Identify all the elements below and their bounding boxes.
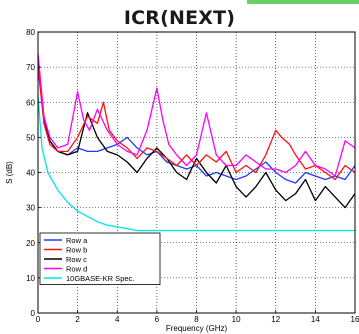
x-tick-label: 16 xyxy=(351,315,359,324)
x-tick-label: 8 xyxy=(194,315,199,324)
legend-entry: 10GBASE-KR Spec. xyxy=(66,274,134,283)
y-tick-label: 50 xyxy=(26,133,35,142)
y-tick-label: 80 xyxy=(26,28,35,37)
legend-entry: Row a xyxy=(66,236,88,245)
y-tick-label: 30 xyxy=(26,204,35,213)
x-tick-label: 10 xyxy=(232,315,241,324)
title-accent-bar xyxy=(247,0,359,4)
series-line-row-a xyxy=(37,56,356,184)
y-tick-label: 70 xyxy=(26,63,35,72)
x-tick-label: 2 xyxy=(75,315,80,324)
page-title: ICR(NEXT) xyxy=(123,7,236,29)
legend-entry: Row d xyxy=(66,264,87,273)
x-tick-label: 6 xyxy=(155,315,160,324)
legend-entry: Row c xyxy=(66,255,87,264)
x-tick-label: 4 xyxy=(115,315,120,324)
y-tick-label: 20 xyxy=(26,239,35,248)
y-tick-label: 60 xyxy=(26,98,35,107)
x-tick-label: 14 xyxy=(311,315,320,324)
y-axis-label: S (dB) xyxy=(5,161,14,184)
series-line-row-c xyxy=(37,60,356,209)
y-tick-label: 10 xyxy=(26,274,35,283)
y-tick-label: 0 xyxy=(31,309,36,318)
chart-series-lines xyxy=(37,53,356,232)
x-tick-label: 12 xyxy=(271,315,280,324)
y-tick-label: 40 xyxy=(26,169,35,178)
series-line-10gbase-kr-spec xyxy=(37,95,355,232)
legend-entry: Row b xyxy=(66,245,87,254)
series-line-row-d xyxy=(37,53,356,177)
chart-ticks: 0 2 4 6 8 10 12 14 16 0 10 20 30 40 50 60 70 80 xyxy=(26,28,359,324)
x-axis-label: Frequency (GHz) xyxy=(166,324,228,333)
title-bar: ICR(NEXT) xyxy=(0,0,359,32)
x-tick-label: 0 xyxy=(36,315,41,324)
